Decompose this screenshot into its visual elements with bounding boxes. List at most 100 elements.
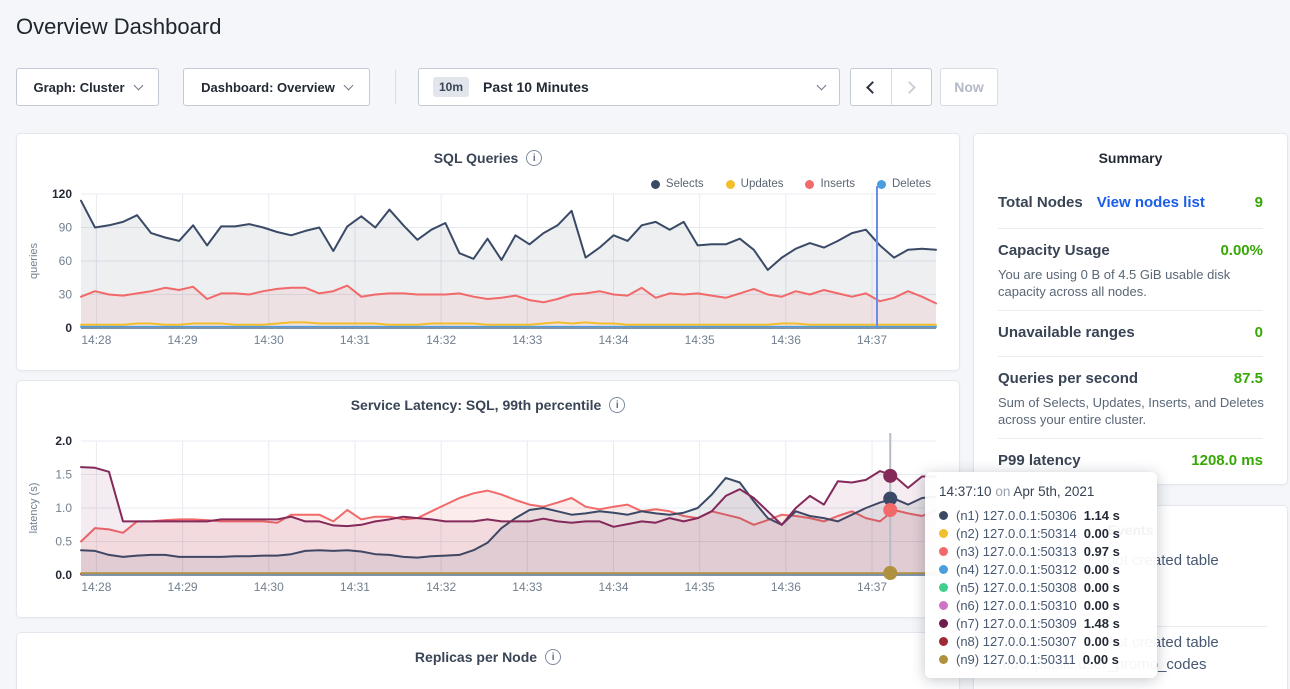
tooltip-node-label: (n8) 127.0.0.1:50307 <box>956 633 1077 649</box>
view-nodes-list-link[interactable]: View nodes list <box>1096 194 1205 211</box>
tooltip-node-value: 0.00 s <box>1082 651 1119 667</box>
capacity-label: Capacity Usage <box>998 242 1110 259</box>
chevron-left-icon <box>866 80 880 94</box>
tooltip-row: (n9) 127.0.0.1:50311 0.00 s <box>939 650 1143 668</box>
svg-text:2.0: 2.0 <box>55 434 72 448</box>
time-back-button[interactable] <box>851 69 891 105</box>
svg-text:14:28: 14:28 <box>81 333 111 347</box>
divider <box>998 438 1263 439</box>
node-dot-icon <box>939 528 948 538</box>
latency-title: Service Latency: SQL, 99th percentile <box>350 397 602 413</box>
tooltip-node-value: 0.97 s <box>1083 543 1120 559</box>
tooltip-node-label: (n5) 127.0.0.1:50308 <box>956 579 1077 595</box>
node-dot-icon <box>939 600 948 610</box>
legend-item-deletes: Deletes <box>877 178 931 190</box>
tooltip-row: (n3) 127.0.0.1:50313 0.97 s <box>939 542 1143 560</box>
svg-text:14:31: 14:31 <box>340 333 370 347</box>
controls-divider <box>395 70 396 104</box>
tooltip-node-label: (n3) 127.0.0.1:50313 <box>956 543 1077 559</box>
tooltip-on-word: on <box>995 484 1011 499</box>
tooltip-node-value: 0.00 s <box>1083 633 1120 649</box>
svg-text:30: 30 <box>59 288 73 302</box>
qps-value: 87.5 <box>1233 370 1263 387</box>
tooltip-node-label: (n4) 127.0.0.1:50312 <box>956 561 1077 577</box>
svg-text:14:36: 14:36 <box>771 333 801 347</box>
tooltip-node-value: 0.00 s <box>1083 597 1120 613</box>
divider <box>998 356 1263 357</box>
legend-item-selects: Selects <box>650 178 704 190</box>
graph-dropdown[interactable]: Graph: Cluster <box>16 68 159 106</box>
svg-text:14:37: 14:37 <box>857 333 887 347</box>
info-icon[interactable]: i <box>545 649 562 665</box>
legend-dot-icon <box>650 179 660 189</box>
svg-text:14:31: 14:31 <box>340 580 370 594</box>
p99-latency-label: P99 latency <box>998 452 1081 469</box>
now-button-label: Now <box>954 79 984 95</box>
svg-text:latency (s): latency (s) <box>28 483 40 534</box>
tooltip-node-label: (n9) 127.0.0.1:50311 <box>956 651 1076 667</box>
tooltip-time: 14:37:10 <box>939 484 992 499</box>
svg-text:0.5: 0.5 <box>55 535 72 549</box>
svg-text:14:28: 14:28 <box>81 580 111 594</box>
tooltip-row: (n2) 127.0.0.1:50314 0.00 s <box>939 524 1143 542</box>
node-dot-icon <box>939 564 948 574</box>
unavailable-ranges-value: 0 <box>1254 324 1263 341</box>
legend-dot-icon <box>805 179 815 189</box>
node-dot-icon <box>939 654 948 664</box>
graph-dropdown-label: Graph: Cluster <box>33 79 125 95</box>
sql-queries-legend: Selects Updates Inserts Deletes <box>650 178 931 190</box>
sql-queries-chart[interactable]: 14:28 14:29 14:30 14:31 14:32 14:33 14:34 14:35… <box>17 184 961 360</box>
tooltip-node-value: 1.14 s <box>1083 507 1120 523</box>
svg-text:1.5: 1.5 <box>55 468 72 482</box>
svg-text:14:34: 14:34 <box>598 333 628 347</box>
node-dot-icon <box>939 582 948 592</box>
chart-latency-svg: 14:28 14:29 14:30 14:31 14:32 14:33 14:34 14:35… <box>28 433 937 594</box>
latency-chart[interactable]: 14:28 14:29 14:30 14:31 14:32 14:33 14:34 14:35… <box>17 431 961 607</box>
legend-dot-icon <box>877 179 886 189</box>
chevron-down-icon <box>343 80 354 90</box>
svg-text:60: 60 <box>59 254 73 268</box>
qps-label: Queries per second <box>998 370 1139 387</box>
time-range-picker[interactable]: 10m Past 10 Minutes <box>418 68 840 106</box>
divider <box>998 310 1263 311</box>
replicas-card: Replicas per Node i <box>16 632 960 689</box>
summary-row-capacity: Capacity Usage 0.00% <box>998 242 1263 259</box>
page-title: Overview Dashboard <box>16 14 222 39</box>
capacity-subtext: You are using 0 B of 4.5 GiB usable disk… <box>998 267 1231 299</box>
svg-text:14:33: 14:33 <box>512 333 542 347</box>
time-range-label: Past 10 Minutes <box>483 79 589 95</box>
summary-row-p99: P99 latency 1208.0 ms <box>998 452 1263 469</box>
tooltip-node-label: (n1) 127.0.0.1:50306 <box>956 507 1077 523</box>
legend-dot-icon <box>725 179 735 189</box>
chart-sql-svg: 14:28 14:29 14:30 14:31 14:32 14:33 14:34 14:35… <box>28 186 937 347</box>
latency-card: Service Latency: SQL, 99th percentile i … <box>16 380 960 618</box>
sql-queries-title: SQL Queries <box>433 150 519 166</box>
replicas-title: Replicas per Node <box>414 649 538 665</box>
info-icon[interactable]: i <box>609 397 626 413</box>
tooltip-node-label: (n2) 127.0.0.1:50314 <box>956 525 1077 541</box>
now-button[interactable]: Now <box>940 68 998 106</box>
tooltip-node-value: 0.00 s <box>1083 579 1120 595</box>
node-dot-icon <box>939 510 948 520</box>
svg-text:1.0: 1.0 <box>55 501 72 515</box>
svg-text:90: 90 <box>59 221 73 235</box>
summary-row-total-nodes: Total Nodes View nodes list 9 <box>998 194 1263 211</box>
svg-text:0.0: 0.0 <box>55 568 72 582</box>
time-forward-button[interactable] <box>890 69 932 105</box>
tooltip-row: (n6) 127.0.0.1:50310 0.00 s <box>939 596 1143 614</box>
svg-text:14:33: 14:33 <box>512 580 542 594</box>
tooltip-row: (n7) 127.0.0.1:50309 1.48 s <box>939 614 1143 632</box>
sql-queries-card: SQL Queries i Selects Updates Inserts Delet… <box>16 133 960 371</box>
tooltip-row: (n8) 127.0.0.1:50307 0.00 s <box>939 632 1143 650</box>
svg-text:14:29: 14:29 <box>168 580 198 594</box>
tooltip-node-value: 0.00 s <box>1083 561 1120 577</box>
svg-text:14:35: 14:35 <box>685 580 715 594</box>
legend-label: Updates <box>740 178 784 190</box>
tooltip-node-value: 1.48 s <box>1083 615 1120 631</box>
chart-hover-tooltip: 14:37:10 on Apr 5th, 2021 (n1) 127.0.0.1… <box>925 472 1157 678</box>
dashboard-dropdown[interactable]: Dashboard: Overview <box>183 68 370 106</box>
summary-row-qps: Queries per second 87.5 <box>998 370 1263 387</box>
legend-item-updates: Updates <box>725 178 784 190</box>
info-icon[interactable]: i <box>526 150 543 166</box>
svg-text:14:34: 14:34 <box>598 580 628 594</box>
